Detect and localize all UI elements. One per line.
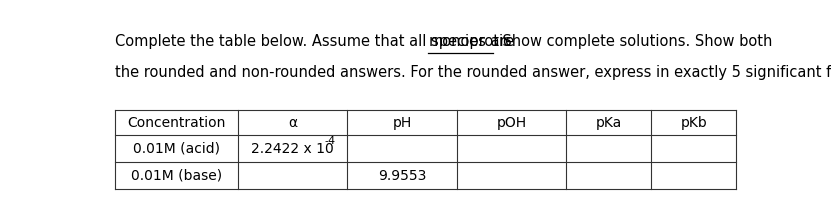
Text: pOH: pOH xyxy=(496,116,527,130)
Text: 2.2422 x 10: 2.2422 x 10 xyxy=(251,142,334,156)
Text: . Show complete solutions. Show both: . Show complete solutions. Show both xyxy=(493,34,772,49)
Text: 0.01M (base): 0.01M (base) xyxy=(131,169,222,182)
Text: the rounded and non-rounded answers. For the rounded answer, express in exactly : the rounded and non-rounded answers. For… xyxy=(116,65,831,80)
Text: pKb: pKb xyxy=(681,116,707,130)
Text: 0.01M (acid): 0.01M (acid) xyxy=(133,142,220,156)
Text: Complete the table below. Assume that all species are: Complete the table below. Assume that al… xyxy=(116,34,519,49)
Text: 9.9553: 9.9553 xyxy=(378,169,426,182)
Text: Concentration: Concentration xyxy=(127,116,226,130)
Text: -4: -4 xyxy=(325,136,336,146)
Text: monoprotic: monoprotic xyxy=(429,34,512,49)
Text: α: α xyxy=(288,116,297,130)
Text: pKa: pKa xyxy=(596,116,622,130)
Text: pH: pH xyxy=(392,116,411,130)
